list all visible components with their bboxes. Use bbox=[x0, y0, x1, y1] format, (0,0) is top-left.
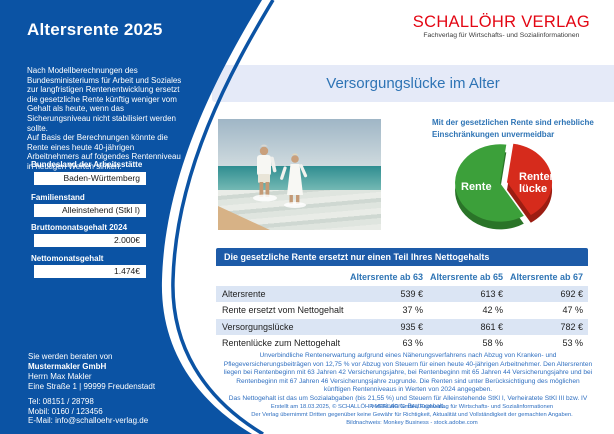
table-row-altersrente: Altersrente 539 € 613 € 692 € bbox=[216, 285, 588, 302]
footnote-liability: Der Verlag übernimmt Dritten gegenüber k… bbox=[251, 411, 573, 418]
table-cell: 58 % bbox=[482, 338, 503, 348]
pie-label-rente: Rente bbox=[461, 181, 492, 193]
footnote-block: Erstellt am 18.03.2025, © SCHALLÖHR VERL… bbox=[232, 404, 592, 427]
contact-company: Mustermakler GmbH bbox=[28, 361, 107, 371]
pension-table: Die gesetzliche Rente ersetzt nur einen … bbox=[216, 248, 588, 352]
logo-title: SCHALLÖHR VERLAG bbox=[412, 13, 590, 31]
table-header-ab65: Altersrente ab 65 bbox=[429, 272, 503, 282]
table-cell: 782 € bbox=[560, 321, 583, 332]
table-cell: 53 % bbox=[562, 338, 583, 348]
table-cell: 935 € bbox=[400, 321, 423, 332]
row-label: Rente ersetzt vom Nettogehalt bbox=[222, 305, 344, 315]
contact-mobile: Mobil: 0160 / 123456 bbox=[28, 406, 103, 416]
table-header-ab67: Altersrente ab 67 bbox=[509, 272, 583, 282]
pie-label-rentenluecke-2: lücke bbox=[519, 183, 547, 195]
table-cell: 63 % bbox=[402, 338, 423, 348]
footnote-image-credit: Bildnachweis: Monkey Business - stock.ad… bbox=[346, 419, 478, 426]
table-header-ab63: Altersrente ab 63 bbox=[349, 272, 423, 282]
table-cell: 42 % bbox=[482, 305, 503, 315]
table-cell: 692 € bbox=[560, 288, 583, 299]
table-header-empty bbox=[216, 269, 348, 286]
row-label: Versorgungslücke bbox=[222, 321, 294, 332]
field-label-bruttogehalt: Bruttomonatsgehalt 2024 bbox=[31, 223, 128, 232]
footnote-created: Erstellt am 18.03.2025, © SCHALLÖHR VERL… bbox=[270, 404, 554, 410]
familienstand-field[interactable]: Alleinstehend (Stkl I) bbox=[34, 204, 146, 217]
table-cell: 539 € bbox=[400, 288, 423, 299]
disclaimer-text: Unverbindliche Rentenerwartung aufgrund … bbox=[223, 352, 593, 411]
field-label-bundesland: Bundesland der Arbeitsstätte bbox=[31, 160, 143, 169]
page-title: Versorgungslücke im Alter bbox=[212, 65, 614, 102]
table-cell: 613 € bbox=[480, 288, 503, 299]
contact-intro: Sie werden beraten von bbox=[28, 352, 113, 361]
table-banner: Die gesetzliche Rente ersetzt nur einen … bbox=[216, 248, 588, 266]
table-cell: 47 % bbox=[562, 305, 583, 315]
advisor-contact-block: Sie werden beraten von Mustermakler GmbH… bbox=[28, 352, 155, 426]
table-row-rentenluecke: Rentenlücke zum Nettogehalt 63 % 58 % 53… bbox=[216, 335, 588, 352]
nettogehalt-field[interactable]: 1.474€ bbox=[34, 265, 146, 278]
sidebar-intro-text: Nach Modellberechnungen des Bundesminist… bbox=[27, 66, 182, 171]
pie-slice-rentenluecke bbox=[507, 143, 553, 215]
bundesland-field[interactable]: Baden-Württemberg bbox=[34, 172, 146, 185]
pie-chart-heading: Mit der gesetzlichen Rente sind erheblic… bbox=[432, 117, 604, 142]
table-row-versorgungsluecke: Versorgungslücke 935 € 861 € 782 € bbox=[216, 318, 588, 335]
field-label-familienstand: Familienstand bbox=[31, 193, 85, 202]
table-cell: 37 % bbox=[402, 305, 423, 315]
field-label-nettogehalt: Nettomonatsgehalt bbox=[31, 254, 104, 263]
sidebar-title: Altersrente 2025 bbox=[27, 20, 163, 39]
logo-subtitle: Fachverlag für Wirtschafts- und Sozialin… bbox=[423, 32, 580, 40]
beach-couple-photo bbox=[218, 119, 381, 230]
pie-heading-line1: Mit der gesetzlichen Rente sind erheblic… bbox=[432, 118, 594, 127]
table-cell: 861 € bbox=[480, 321, 503, 332]
sidebar: Altersrente 2025 Nach Modellberechnungen… bbox=[0, 0, 230, 434]
contact-email: E-Mail: info@schalloehr-verlag.de bbox=[28, 416, 149, 426]
pie-heading-line2: Einschränkungen unvermeidbar bbox=[432, 130, 555, 140]
contact-person: Herrn Max Makler bbox=[28, 371, 92, 381]
row-label: Rentenlücke zum Nettogehalt bbox=[222, 338, 341, 348]
contact-phone: Tel: 08151 / 28798 bbox=[28, 396, 94, 406]
photo-figures bbox=[253, 144, 308, 208]
row-label: Altersrente bbox=[222, 288, 266, 299]
pension-gap-pie-chart: Rente Renten- lücke bbox=[455, 143, 560, 230]
pie-slice-rente bbox=[455, 144, 524, 222]
table-header-row: Altersrente ab 63 Altersrente ab 65 Alte… bbox=[216, 269, 588, 286]
pie-label-rentenluecke-1: Renten- bbox=[519, 171, 560, 183]
contact-address: Eine Straße 1 | 99999 Freudenstadt bbox=[28, 381, 156, 391]
table-row-rente-ersetzt: Rente ersetzt vom Nettogehalt 37 % 42 % … bbox=[216, 302, 588, 319]
bruttogehalt-field[interactable]: 2.000€ bbox=[34, 234, 146, 247]
publisher-logo: SCHALLÖHR VERLAG Fachverlag für Wirtscha… bbox=[413, 13, 590, 39]
